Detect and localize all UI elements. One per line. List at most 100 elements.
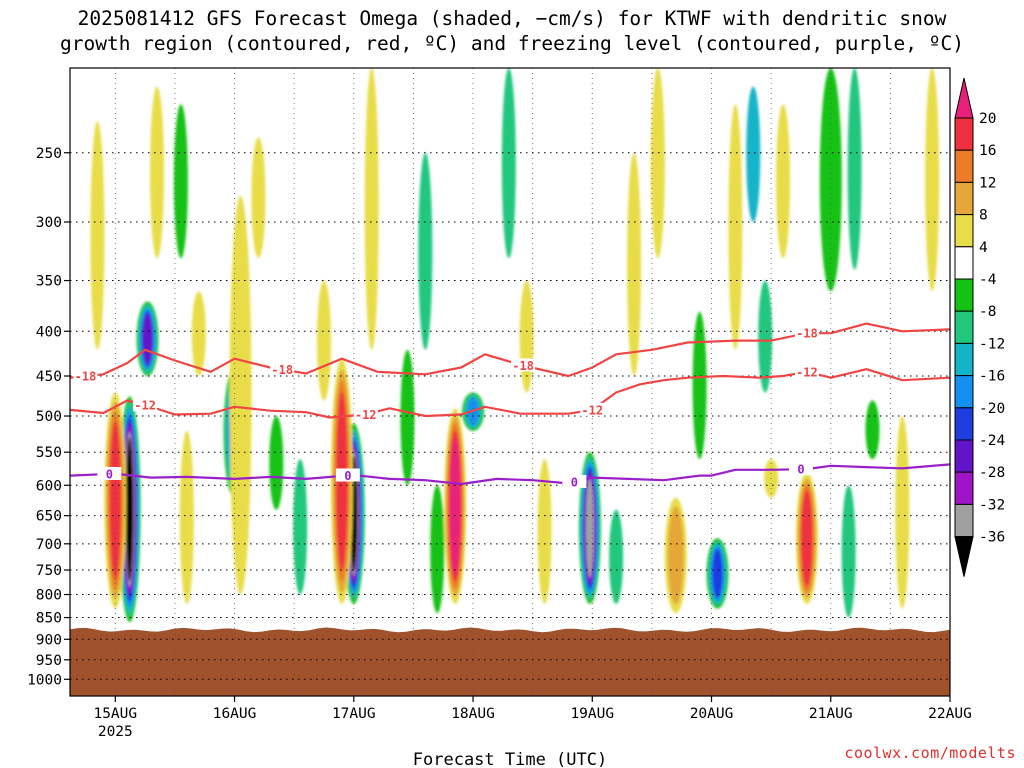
omega-streak-18	[728, 104, 743, 350]
contour-label-bg--12-0	[133, 398, 158, 412]
omega-streak-28	[430, 485, 445, 614]
y-tick-label-400: 400	[36, 324, 62, 340]
omega-streak-17	[692, 311, 707, 460]
x-tick-label-1: 16AUG	[213, 706, 257, 722]
terrain-layer	[70, 627, 950, 696]
contour-label--18-0: -18	[75, 370, 97, 384]
colorbar-label-3: 8	[979, 208, 988, 224]
contour-label-0-1: 0	[344, 469, 351, 483]
chart-title: 2025081412 GFS Forecast Omega (shaded, −…	[60, 7, 964, 55]
colorbar-bin-11	[954, 439, 974, 473]
colorbar-bin-5	[954, 246, 974, 280]
colorbar-bin-0	[954, 77, 974, 119]
omega-streak-15	[627, 152, 642, 377]
colorbar-bin-13	[954, 503, 974, 538]
contour-label--12-2: -12	[581, 403, 603, 417]
contour-label-bg--12-2	[580, 402, 605, 416]
omega-streak-21	[776, 104, 791, 259]
x-tick-label-6: 21AUG	[809, 706, 853, 722]
colorbar: 20 16 12 8 4 -4 -8 -12 -16 -20 -24 -28 -32 -36	[954, 77, 1005, 577]
contour-label--18-3: -18	[796, 327, 818, 341]
omega-streak-9	[400, 349, 415, 486]
colorbar-bin-6	[954, 278, 974, 312]
omega-cell-12-3	[801, 490, 813, 587]
isotherm-contour-m12	[70, 368, 950, 419]
omega-cell-2-3	[109, 421, 121, 580]
terrain-fill	[70, 627, 950, 696]
omega-shading	[90, 68, 940, 622]
omega-cell-0-8	[125, 437, 134, 582]
omega-streak-25	[895, 416, 910, 609]
y-tick-label-700: 700	[36, 537, 62, 553]
omega-streak-14	[609, 509, 624, 604]
colorbar-bin-3	[954, 181, 974, 216]
y-tick-label-550: 550	[36, 445, 62, 461]
y-tick-label-450: 450	[36, 369, 62, 385]
omega-cell-1-5	[142, 313, 153, 365]
contour-label-bg-0-2	[562, 474, 587, 488]
omega-streak-8	[364, 68, 379, 350]
x-tick-label-5: 20AUG	[690, 706, 734, 722]
omega-streak-27	[179, 430, 194, 604]
contour-label-bg--18-1	[270, 362, 295, 376]
omega-streak-2	[173, 104, 188, 259]
colorbar-bin-8	[954, 342, 974, 377]
omega-streak-13	[537, 459, 552, 604]
colorbar-label-12: -32	[979, 497, 1005, 513]
contour-label-0-2: 0	[571, 475, 578, 489]
colorbar-bin-7	[954, 310, 974, 344]
omega-streak-1	[150, 86, 165, 259]
contour-label-bg--12-1	[353, 407, 378, 421]
contour-label-bg-0-3	[788, 462, 813, 476]
colorbar-bin-14	[954, 536, 974, 577]
omega-fields	[90, 68, 940, 622]
x-tick-label-7: 22AUG	[928, 706, 972, 722]
omega-streak-5	[269, 416, 284, 510]
omega-streak-26	[925, 68, 940, 292]
freezing-level-contour	[70, 463, 950, 486]
colorbar-label-13: -36	[979, 530, 1005, 546]
y-tick-label-250: 250	[36, 146, 62, 162]
contour-label-bg--12-3	[794, 364, 819, 378]
colorbar-bin-10	[954, 407, 974, 441]
x-axis-title: Forecast Time (UTC)	[413, 750, 607, 768]
contour-label--18-1: -18	[271, 363, 293, 377]
plot-frame	[69, 67, 951, 697]
y-tick-label-750: 750	[36, 563, 62, 579]
contour-label-bg--18-3	[794, 326, 819, 340]
contour-label-0-3: 0	[797, 463, 804, 477]
omega-streak-7	[316, 280, 331, 401]
y-tick-label-800: 800	[36, 588, 62, 604]
contour-layer: -18 -18 -18 -18 -12 -12 -12 -12 0 0 0 0	[70, 322, 950, 489]
colorbar-label-9: -20	[979, 401, 1005, 417]
colorbar-label-1: 16	[979, 143, 996, 159]
omega-streak-24	[841, 485, 856, 618]
omega-cell-4-0	[229, 195, 252, 595]
omega-cell-11-4	[712, 548, 723, 598]
x-tick-label-2: 17AUG	[332, 706, 376, 722]
omega-cell-13-0	[819, 68, 842, 292]
y-tick-label-600: 600	[36, 478, 62, 494]
colorbar-label-7: -12	[979, 336, 1005, 352]
colorbar-bin-9	[954, 375, 974, 409]
omega-streak-10	[418, 152, 433, 350]
contour-label-0-0: 0	[106, 467, 113, 481]
omega-streak-11	[501, 68, 516, 259]
y-tick-label-350: 350	[36, 274, 62, 290]
contour-label-bg--18-0	[73, 369, 98, 383]
omega-streak-23	[865, 400, 880, 460]
colorbar-bin-1	[954, 117, 974, 151]
x-tick-label-3: 18AUG	[451, 706, 495, 722]
contour-label--12-0: -12	[134, 399, 156, 413]
colorbar-bin-2	[954, 149, 974, 183]
omega-cell-7-4	[450, 437, 461, 575]
x-tick-label-0: 15AUG	[93, 706, 137, 722]
y-tick-label-650: 650	[36, 509, 62, 525]
colorbar-label-2: 12	[979, 175, 996, 191]
colorbar-label-0: 20	[979, 111, 996, 127]
omega-streak-6	[293, 459, 308, 595]
omega-streak-16	[650, 68, 665, 259]
contour-label--12-1: -12	[355, 408, 377, 422]
y-tick-label-900: 900	[36, 632, 62, 648]
